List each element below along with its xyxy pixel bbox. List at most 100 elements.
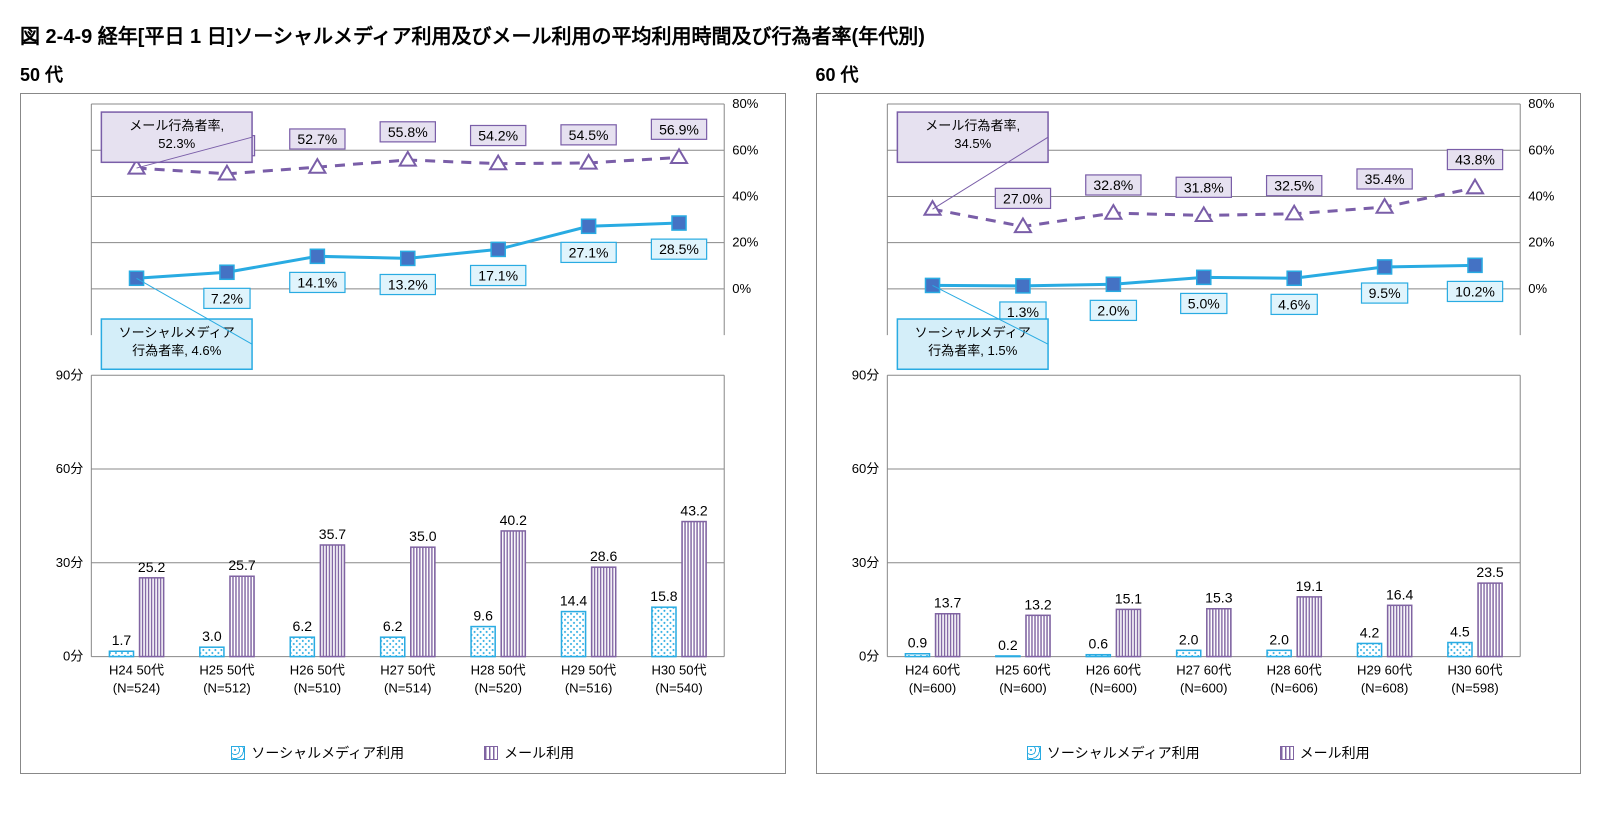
svg-text:ソーシャルメディア: ソーシャルメディア: [914, 325, 1030, 340]
svg-text:14.1%: 14.1%: [297, 274, 337, 290]
panel-title-60s: 60 代: [816, 61, 1582, 87]
svg-text:0%: 0%: [1528, 281, 1547, 296]
svg-text:4.2: 4.2: [1359, 624, 1379, 640]
svg-text:40%: 40%: [732, 188, 759, 203]
svg-text:34.5%: 34.5%: [954, 136, 991, 151]
svg-text:0.6: 0.6: [1088, 636, 1108, 652]
svg-text:H24 60代: H24 60代: [904, 663, 959, 678]
svg-text:20%: 20%: [732, 235, 759, 250]
svg-text:35.0: 35.0: [409, 528, 437, 544]
chart-frame-50s: 0分30分60分90分1.725.2H24 50代(N=524)3.025.7H…: [20, 93, 786, 774]
legend-label-mail: メール利用: [1300, 743, 1370, 763]
svg-text:4.6%: 4.6%: [1278, 296, 1310, 312]
svg-text:(N=600): (N=600): [999, 681, 1047, 696]
svg-text:31.8%: 31.8%: [1183, 179, 1223, 195]
svg-text:19.1: 19.1: [1295, 578, 1323, 594]
svg-text:30分: 30分: [56, 555, 84, 570]
svg-text:40.2: 40.2: [500, 512, 528, 528]
svg-text:60%: 60%: [1528, 142, 1555, 157]
svg-text:52.3%: 52.3%: [158, 136, 195, 151]
svg-text:54.5%: 54.5%: [569, 127, 609, 143]
svg-text:32.8%: 32.8%: [1093, 177, 1133, 193]
svg-text:9.6: 9.6: [473, 608, 493, 624]
svg-text:(N=600): (N=600): [908, 681, 956, 696]
svg-text:0分: 0分: [858, 649, 878, 664]
legend-label-social: ソーシャルメディア利用: [1047, 743, 1200, 763]
svg-text:7.2%: 7.2%: [211, 290, 243, 306]
svg-text:(N=524): (N=524): [113, 681, 161, 696]
svg-text:60%: 60%: [732, 142, 759, 157]
svg-text:40%: 40%: [1528, 188, 1555, 203]
svg-text:28.5%: 28.5%: [659, 241, 699, 257]
legend-social-60s: ソーシャルメディア利用: [1027, 743, 1200, 763]
svg-text:H28 60代: H28 60代: [1266, 663, 1321, 678]
svg-text:(N=510): (N=510): [294, 681, 342, 696]
svg-text:60分: 60分: [851, 461, 879, 476]
svg-text:1.7: 1.7: [112, 632, 132, 648]
legend-mail-50s: メール利用: [484, 743, 574, 763]
svg-text:30分: 30分: [851, 555, 879, 570]
panel-50s: 50 代 0分30分60分90分1.725.2H24 50代(N=524)3.0…: [20, 61, 786, 774]
chart-svg-60s: 0分30分60分90分0.913.7H24 60代(N=600)0.213.2H…: [817, 94, 1581, 737]
svg-text:25.2: 25.2: [138, 559, 166, 575]
panel-60s: 60 代 0分30分60分90分0.913.7H24 60代(N=600)0.2…: [816, 61, 1582, 774]
svg-text:H25 60代: H25 60代: [995, 663, 1050, 678]
svg-text:H28 50代: H28 50代: [471, 663, 526, 678]
svg-text:13.2%: 13.2%: [388, 277, 428, 293]
svg-text:(N=520): (N=520): [474, 681, 522, 696]
svg-text:28.6: 28.6: [590, 548, 618, 564]
svg-text:15.8: 15.8: [650, 588, 678, 604]
svg-text:4.5: 4.5: [1450, 623, 1470, 639]
svg-text:行為者率, 4.6%: 行為者率, 4.6%: [132, 343, 222, 358]
svg-text:32.5%: 32.5%: [1274, 178, 1314, 194]
legend-mail-60s: メール利用: [1280, 743, 1370, 763]
svg-text:35.7: 35.7: [319, 526, 347, 542]
svg-text:(N=608): (N=608): [1360, 681, 1408, 696]
figure-title: 図 2-4-9 経年[平日 1 日]ソーシャルメディア利用及びメール利用の平均利…: [20, 20, 1581, 49]
svg-text:0.9: 0.9: [907, 635, 927, 651]
svg-text:ソーシャルメディア: ソーシャルメディア: [119, 325, 235, 340]
svg-text:H27 50代: H27 50代: [380, 663, 435, 678]
legend-swatch-mail: [1280, 746, 1294, 760]
legend-swatch-social: [1027, 746, 1041, 760]
svg-text:2.0: 2.0: [1269, 631, 1289, 647]
svg-text:0%: 0%: [732, 281, 751, 296]
legend-swatch-social: [231, 746, 245, 760]
panels-container: 50 代 0分 30分 60分 90分 1.7 25.2 H24 50代 (N=524) 3.0…: [20, 61, 1581, 774]
svg-text:H25 50代: H25 50代: [199, 663, 254, 678]
svg-text:(N=512): (N=512): [203, 681, 250, 696]
svg-text:43.2: 43.2: [680, 503, 708, 519]
svg-text:行為者率, 1.5%: 行為者率, 1.5%: [928, 343, 1018, 358]
legend-label-mail: メール利用: [504, 743, 574, 763]
svg-text:1.3%: 1.3%: [1006, 304, 1038, 320]
svg-text:54.2%: 54.2%: [478, 128, 518, 144]
svg-text:H27 60代: H27 60代: [1176, 663, 1231, 678]
svg-text:10.2%: 10.2%: [1455, 283, 1495, 299]
svg-text:H24 50代: H24 50代: [109, 663, 164, 678]
legend-label-social: ソーシャルメディア利用: [251, 743, 404, 763]
svg-text:27.1%: 27.1%: [569, 244, 609, 260]
svg-text:80%: 80%: [1528, 96, 1555, 111]
svg-text:56.9%: 56.9%: [659, 121, 699, 137]
svg-text:80%: 80%: [732, 96, 759, 111]
svg-text:(N=540): (N=540): [655, 681, 703, 696]
svg-text:9.5%: 9.5%: [1368, 285, 1400, 301]
legend-swatch-mail: [484, 746, 498, 760]
panel-title-50s: 50 代: [20, 61, 786, 87]
svg-text:(N=606): (N=606): [1270, 681, 1318, 696]
svg-text:15.1: 15.1: [1114, 590, 1142, 606]
svg-text:6.2: 6.2: [383, 618, 403, 634]
svg-text:23.5: 23.5: [1476, 564, 1504, 580]
legend-60s: ソーシャルメディア利用 メール利用: [817, 737, 1581, 773]
svg-text:90分: 90分: [56, 367, 84, 382]
svg-text:5.0%: 5.0%: [1187, 295, 1219, 311]
svg-text:55.8%: 55.8%: [388, 124, 428, 140]
svg-text:2.0: 2.0: [1178, 631, 1198, 647]
svg-text:0.2: 0.2: [998, 637, 1018, 653]
chart-svg-50s: 0分30分60分90分1.725.2H24 50代(N=524)3.025.7H…: [21, 94, 785, 737]
svg-text:27.0%: 27.0%: [1003, 190, 1043, 206]
svg-text:13.2: 13.2: [1024, 596, 1052, 612]
svg-text:6.2: 6.2: [293, 618, 313, 634]
svg-text:25.7: 25.7: [228, 557, 256, 573]
svg-text:3.0: 3.0: [202, 628, 222, 644]
